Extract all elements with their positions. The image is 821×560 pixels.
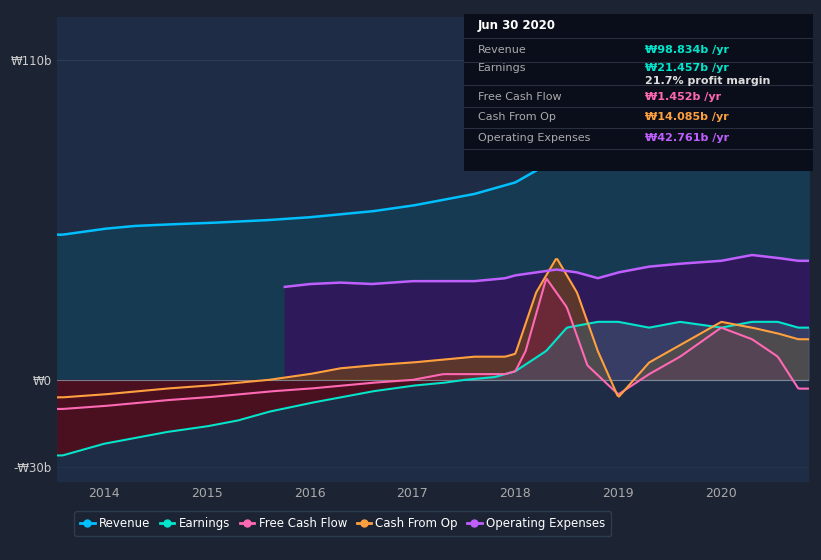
Text: Cash From Op: Cash From Op (478, 113, 556, 123)
Text: Earnings: Earnings (478, 63, 526, 73)
Text: ₩1.452b /yr: ₩1.452b /yr (645, 92, 722, 102)
Text: Revenue: Revenue (478, 45, 526, 55)
Text: 21.7% profit margin: 21.7% profit margin (645, 76, 771, 86)
Text: ₩98.834b /yr: ₩98.834b /yr (645, 45, 729, 55)
Text: ₩21.457b /yr: ₩21.457b /yr (645, 63, 729, 73)
Text: Free Cash Flow: Free Cash Flow (478, 92, 562, 102)
Text: ₩14.085b /yr: ₩14.085b /yr (645, 113, 729, 123)
Text: Operating Expenses: Operating Expenses (478, 133, 590, 143)
Text: Jun 30 2020: Jun 30 2020 (478, 19, 556, 32)
Text: ₩42.761b /yr: ₩42.761b /yr (645, 133, 729, 143)
Legend: Revenue, Earnings, Free Cash Flow, Cash From Op, Operating Expenses: Revenue, Earnings, Free Cash Flow, Cash … (75, 511, 612, 536)
